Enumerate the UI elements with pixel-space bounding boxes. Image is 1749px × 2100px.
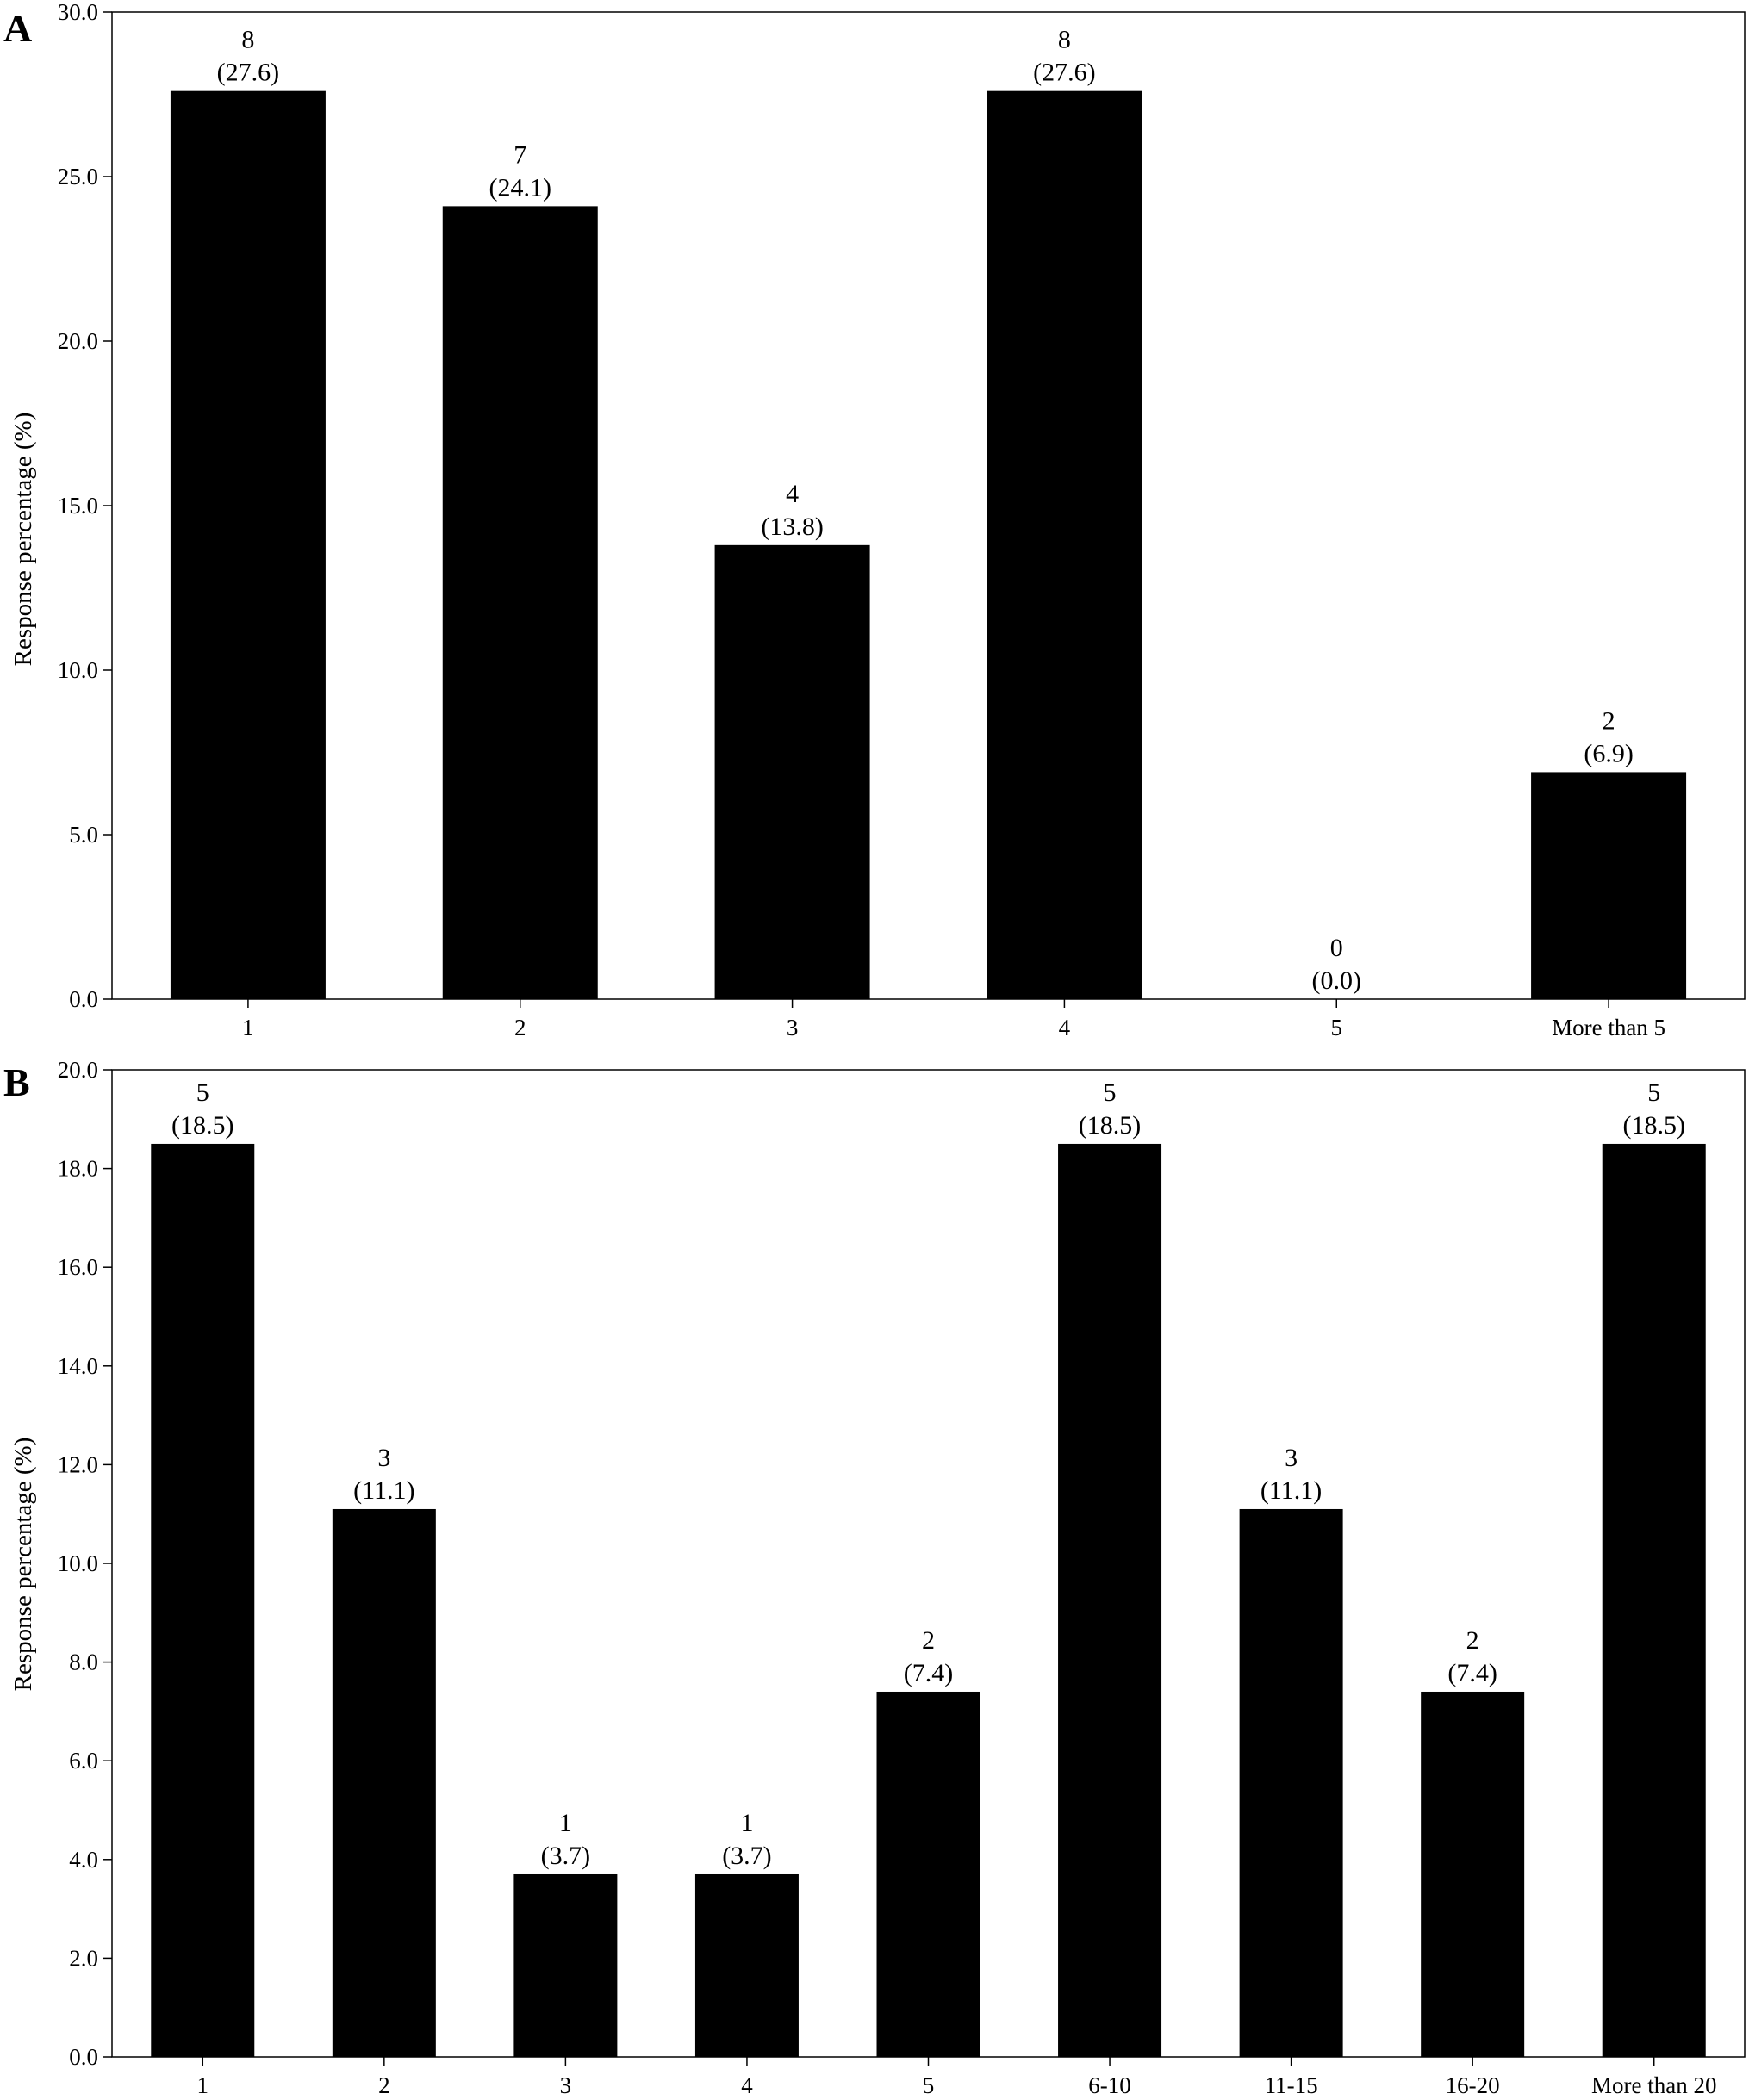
bar-percent-label: (0.0)	[1312, 966, 1361, 995]
bar-count-label: 0	[1330, 934, 1343, 962]
bar-percent-label: (27.6)	[1033, 59, 1095, 87]
y-tick-label: 10.0	[58, 657, 98, 683]
y-tick-label: 20.0	[58, 328, 98, 354]
x-category-label: 6-10	[1088, 2072, 1131, 2098]
bar-percent-label: (3.7)	[541, 1842, 590, 1870]
bar-percent-label: (3.7)	[722, 1842, 771, 1870]
x-category-label: More than 20	[1591, 2072, 1716, 2098]
bar	[332, 1508, 436, 2057]
bar-percent-label: (11.1)	[1260, 1476, 1322, 1505]
bar-percent-label: (18.5)	[1079, 1111, 1141, 1140]
chart-panel-a: A Response percentage (%) 0.0 5.0 10.0 15.0…	[3, 0, 1746, 1041]
bar-percent-label: (18.5)	[171, 1111, 233, 1140]
bar-percent-label: (13.8)	[761, 513, 823, 541]
y-tick-label: 30.0	[58, 0, 98, 25]
y-axis-title-a: Response percentage (%)	[9, 413, 37, 667]
y-tick-label: 20.0	[58, 1057, 98, 1083]
y-tick-label: 16.0	[58, 1254, 98, 1280]
bar-count-label: 8	[241, 26, 254, 54]
x-category-label: 4	[741, 2072, 753, 2098]
bar-count-label: 4	[786, 480, 799, 508]
bar	[442, 206, 598, 999]
bar-percent-label: (11.1)	[353, 1476, 414, 1505]
bar-count-label: 2	[1603, 706, 1615, 735]
bar-count-label: 3	[1285, 1444, 1298, 1472]
y-tick-label: 8.0	[69, 1650, 98, 1675]
y-tick-label: 14.0	[58, 1353, 98, 1379]
bar-count-label: 7	[513, 140, 526, 169]
x-category-label: 3	[560, 2072, 572, 2098]
y-tick-label: 18.0	[58, 1156, 98, 1182]
y-axis-title-b: Response percentage (%)	[9, 1438, 37, 1692]
bar	[513, 1873, 618, 2057]
y-tick-label: 4.0	[69, 1847, 98, 1873]
bar	[151, 1143, 255, 2057]
y-tick-label: 25.0	[58, 164, 98, 189]
bar-count-label: 5	[1647, 1078, 1660, 1107]
y-tick-label: 6.0	[69, 1748, 98, 1774]
bar-percent-label: (7.4)	[1447, 1659, 1497, 1687]
y-tick-label: 5.0	[69, 822, 98, 848]
bar	[876, 1691, 980, 2057]
bar	[987, 90, 1142, 999]
y-tick-label: 0.0	[69, 986, 98, 1012]
bar-count-label: 3	[377, 1444, 390, 1472]
bar	[1531, 772, 1687, 999]
x-category-label: 3	[787, 1015, 799, 1041]
bar-percent-label: (24.1)	[489, 173, 551, 202]
panel-label-a: A	[3, 6, 32, 50]
bar-count-label: 5	[1104, 1078, 1117, 1107]
x-category-label: 5	[1331, 1015, 1343, 1041]
y-tick-label: 0.0	[69, 2044, 98, 2070]
plot-frame	[111, 11, 1746, 1000]
x-category-label: 16-20	[1446, 2072, 1500, 2098]
x-category-label: 2	[514, 1015, 526, 1041]
x-category-label: 2	[378, 2072, 390, 2098]
bar-count-label: 5	[196, 1078, 209, 1107]
y-tick-label: 10.0	[58, 1550, 98, 1576]
bar-percent-label: (6.9)	[1584, 739, 1633, 767]
x-category-label: 1	[197, 2072, 209, 2098]
bar	[1239, 1508, 1343, 2057]
x-category-label: 4	[1059, 1015, 1071, 1041]
bar-percent-label: (18.5)	[1622, 1111, 1684, 1140]
bar-count-label: 8	[1058, 26, 1071, 54]
bar	[1602, 1143, 1706, 2057]
chart-panel-b: B Response percentage (%) 0.0 2.0 4.0 6.0 8.…	[3, 1057, 1746, 2098]
x-category-label: 5	[923, 2072, 935, 2098]
x-category-label: 11-15	[1265, 2072, 1318, 2098]
y-tick-label: 15.0	[58, 493, 98, 519]
bar	[170, 90, 326, 999]
bar	[1421, 1691, 1525, 2057]
bar	[1058, 1143, 1162, 2057]
bar-count-label: 2	[922, 1626, 935, 1655]
bar-count-label: 1	[740, 1809, 753, 1837]
panel-label-b: B	[3, 1060, 30, 1104]
x-category-label: 1	[242, 1015, 254, 1041]
bar-count-label: 2	[1466, 1626, 1479, 1655]
x-category-label: More than 5	[1552, 1015, 1665, 1041]
bar	[714, 544, 870, 999]
y-tick-label: 2.0	[69, 1945, 98, 1971]
bar-percent-label: (7.4)	[904, 1659, 953, 1687]
y-tick-label: 12.0	[58, 1451, 98, 1477]
bar	[694, 1873, 799, 2057]
bar-percent-label: (27.6)	[217, 59, 279, 87]
bar-count-label: 1	[559, 1809, 572, 1837]
